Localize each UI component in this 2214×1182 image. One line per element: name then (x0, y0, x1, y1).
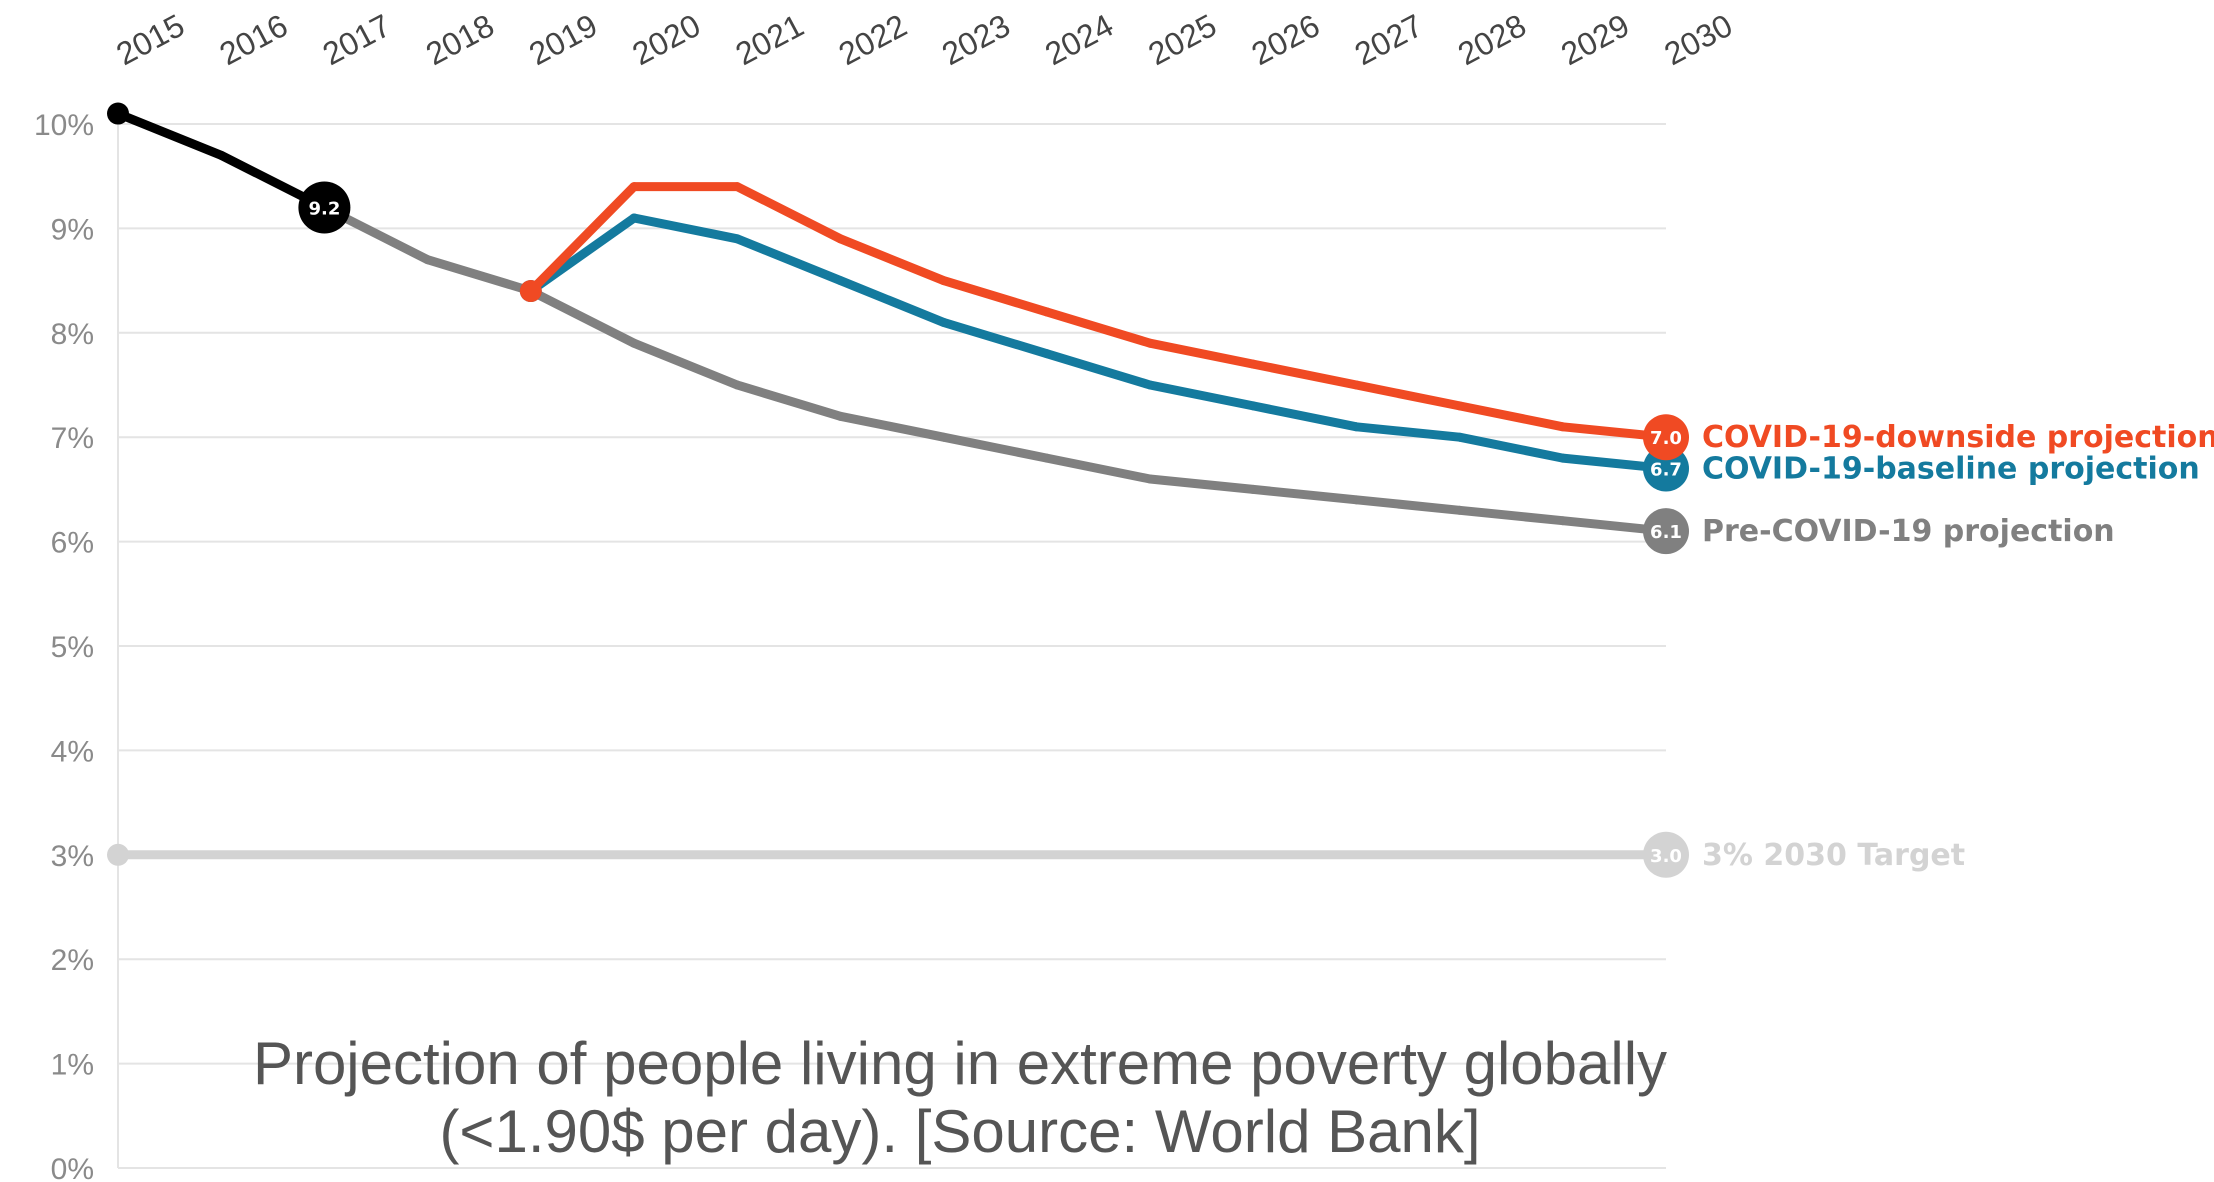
historical-data-end-marker (298, 181, 351, 234)
covid-19-baseline-projection-legend-label: COVID-19-baseline projection (1702, 452, 2200, 487)
3-2030-target-end-marker (1643, 831, 1689, 878)
covid-19-baseline-projection-point (1351, 422, 1361, 432)
covid-19-baseline-projection-end-value: 6.7 (1650, 460, 1682, 481)
pre-covid-19-projection-legend-label: Pre-COVID-19 projection (1702, 514, 2115, 549)
x-tick-label-2025: 2025 (1142, 7, 1222, 72)
covid-19-baseline-projection-point (1558, 453, 1568, 463)
covid-19-baseline-projection-point (629, 213, 639, 223)
x-tick-label-2027: 2027 (1349, 7, 1429, 72)
x-tick-label-2017: 2017 (317, 7, 397, 72)
y-tick-label: 0% (51, 1153, 94, 1182)
covid-19-downside-projection-point (1558, 422, 1568, 432)
series-lines (107, 102, 1671, 866)
covid-19-downside-projection-end-marker (1643, 414, 1689, 461)
y-tick-label: 7% (51, 422, 94, 455)
covid-19-baseline-projection-point (835, 276, 845, 286)
covid-19-downside-projection-point (1351, 380, 1361, 390)
covid-19-baseline-projection-line (526, 213, 1671, 473)
chart-caption: Projection of people living in extreme p… (0, 1030, 1920, 1166)
covid-19-downside-projection-start-dot (519, 280, 542, 303)
pre-covid-19-projection-line (319, 203, 1671, 536)
covid-19-downside-projection-point (1042, 307, 1052, 317)
pre-covid-19-projection-point (1248, 484, 1258, 494)
pre-covid-19-projection-end-marker (1643, 508, 1689, 555)
historical-data-end-value: 9.2 (308, 199, 340, 220)
pre-covid-19-projection-point (1455, 505, 1465, 515)
y-tick-label: 10% (34, 109, 94, 142)
covid-19-baseline-projection-point (1248, 401, 1258, 411)
3-2030-target-end-value: 3.0 (1650, 846, 1682, 867)
y-tick-label: 5% (51, 631, 94, 664)
x-tick-label-2019: 2019 (523, 7, 603, 72)
3-2030-target-start-dot (107, 843, 129, 866)
historical-data-start-dot (107, 102, 129, 125)
x-tick-label-2015: 2015 (110, 7, 190, 72)
pre-covid-19-projection-point (939, 432, 949, 442)
grid-lines (117, 123, 1666, 1169)
pre-covid-19-projection-point (423, 255, 433, 265)
pre-covid-19-projection-point (629, 338, 639, 348)
covid-19-baseline-projection-point (1455, 432, 1465, 442)
covid-19-downside-projection-point (1248, 359, 1258, 369)
y-tick-label: 4% (51, 735, 94, 768)
pre-covid-19-projection-point (1351, 495, 1361, 505)
pre-covid-19-projection-point (732, 380, 742, 390)
x-tick-label-2023: 2023 (936, 7, 1016, 72)
covid-19-baseline-projection-point (939, 317, 949, 327)
x-tick-label-2030: 2030 (1658, 7, 1738, 72)
pre-covid-19-projection-end-value: 6.1 (1650, 522, 1682, 543)
covid-19-downside-projection-point (1455, 401, 1465, 411)
covid-19-baseline-projection-point (1145, 380, 1155, 390)
y-tick-label: 6% (51, 527, 94, 560)
covid-19-downside-projection-point (732, 182, 742, 192)
y-tick-label: 9% (51, 213, 94, 246)
x-axis-ticks: 2015 2016 2017 2018 2019 2020 2021 2022 2023 2024… (110, 7, 1738, 72)
x-tick-label-2016: 2016 (214, 7, 294, 72)
covid-19-downside-projection-legend-label: COVID-19-downside projection (1702, 420, 2214, 455)
series-end-labels: 3.0 3% 2030 Target 6.1 Pre-COVID-19 project… (298, 181, 2214, 878)
3-2030-target-legend-label: 3% 2030 Target (1702, 838, 1965, 873)
x-tick-label-2020: 2020 (626, 7, 706, 72)
covid-19-downside-projection-point (629, 182, 639, 192)
covid-19-downside-projection-line (526, 182, 1671, 442)
covid-19-baseline-projection-point (732, 234, 742, 244)
pre-covid-19-projection-point (1558, 516, 1568, 526)
x-tick-label-2026: 2026 (1246, 7, 1326, 72)
covid-19-downside-projection-end-value: 7.0 (1650, 428, 1682, 449)
x-tick-label-2029: 2029 (1555, 7, 1635, 72)
covid-19-downside-projection-point (1145, 338, 1155, 348)
y-tick-label: 1% (51, 1049, 94, 1082)
caption-line-2: (<1.90$ per day). [Source: World Bank] (439, 1098, 1481, 1165)
y-tick-label: 3% (51, 840, 94, 873)
x-tick-label-2018: 2018 (420, 7, 500, 72)
pre-covid-19-projection-point (1042, 453, 1052, 463)
historical-data-point (216, 150, 226, 160)
x-tick-label-2022: 2022 (833, 7, 913, 72)
pre-covid-19-projection-point (835, 411, 845, 421)
caption-line-1: Projection of people living in extreme p… (252, 1030, 1668, 1097)
y-axis-ticks: 0% 1% 2% 3% 4% 5% 6% 7% 8% 9% 10% (34, 109, 94, 1182)
covid-19-downside-projection-point (835, 234, 845, 244)
x-tick-label-2021: 2021 (730, 7, 810, 72)
covid-19-baseline-projection-point (1042, 349, 1052, 359)
y-tick-label: 8% (51, 318, 94, 351)
historical-data-line (113, 109, 329, 212)
covid-19-downside-projection-point (939, 276, 949, 286)
x-tick-label-2024: 2024 (1039, 7, 1119, 72)
pre-covid-19-projection-point (1145, 474, 1155, 484)
x-tick-label-2028: 2028 (1452, 7, 1532, 72)
y-tick-label: 2% (51, 944, 94, 977)
